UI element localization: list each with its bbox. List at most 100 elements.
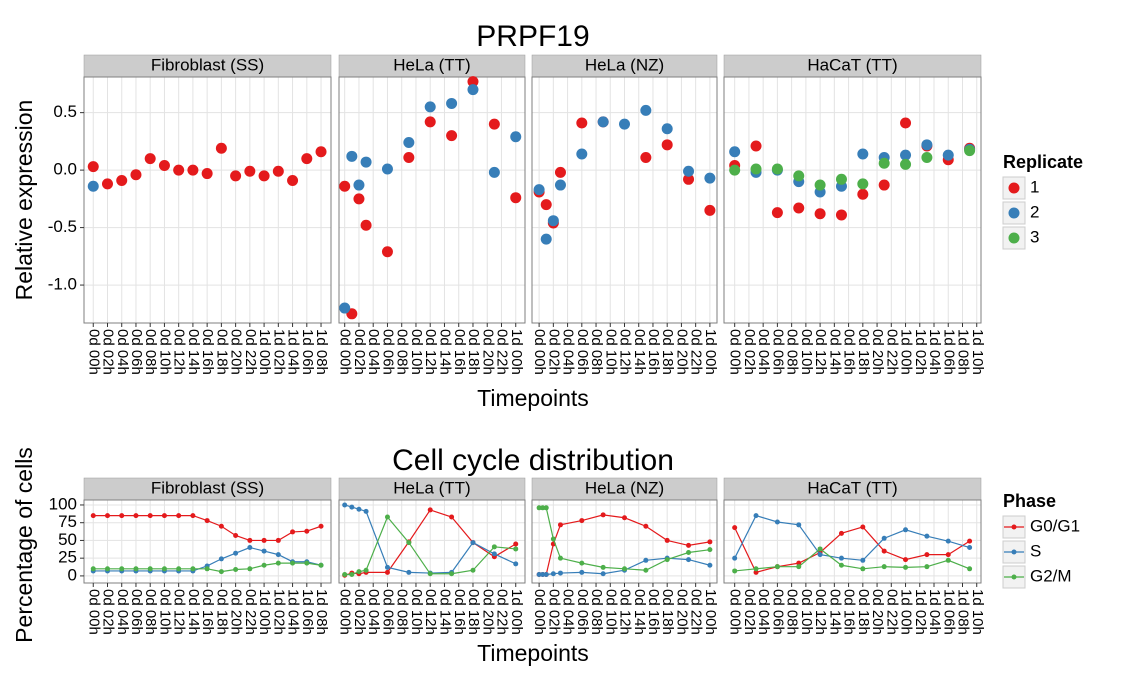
x-tick-label: 0d 22h bbox=[494, 589, 511, 635]
data-point bbox=[133, 566, 139, 572]
data-point bbox=[176, 513, 182, 519]
x-tick-label: 1d 08h bbox=[313, 589, 330, 635]
data-point bbox=[449, 571, 455, 577]
data-point bbox=[342, 502, 348, 508]
x-tick-label: 0d 04h bbox=[365, 329, 382, 375]
data-point bbox=[349, 571, 355, 577]
facet-title: HaCaT (TT) bbox=[807, 478, 897, 497]
data-point bbox=[315, 146, 327, 158]
data-point bbox=[540, 505, 546, 511]
data-point bbox=[467, 76, 479, 88]
data-point bbox=[600, 571, 606, 577]
data-point bbox=[903, 564, 909, 570]
data-point bbox=[513, 541, 519, 547]
x-tick-label: 0d 00h bbox=[727, 589, 744, 635]
x-tick-label: 0d 02h bbox=[741, 589, 758, 635]
legend-label: S bbox=[1030, 541, 1041, 560]
data-point bbox=[796, 522, 802, 528]
data-point bbox=[470, 540, 476, 546]
panel-border bbox=[338, 76, 526, 324]
x-tick-label: 0d 22h bbox=[688, 329, 705, 375]
x-tick-label: 0d 10h bbox=[798, 589, 815, 635]
facet-title: Fibroblast (SS) bbox=[151, 478, 264, 497]
data-point bbox=[860, 524, 866, 530]
data-point bbox=[753, 513, 759, 519]
x-tick-label: 1d 04h bbox=[285, 589, 302, 635]
x-axis-title: Timepoints bbox=[477, 385, 589, 411]
x-tick-label: 0d 04h bbox=[755, 329, 772, 375]
data-point bbox=[835, 209, 847, 221]
legend-title: Phase bbox=[1003, 491, 1056, 511]
y-tick-label: -1.0 bbox=[48, 275, 77, 294]
x-tick-label: 0d 16h bbox=[199, 589, 216, 635]
panel bbox=[339, 77, 525, 323]
data-point bbox=[600, 564, 606, 570]
x-tick-label: 0d 06h bbox=[574, 329, 591, 375]
data-point bbox=[857, 188, 869, 200]
data-point bbox=[661, 123, 673, 135]
x-tick-label: 0d 14h bbox=[826, 329, 843, 375]
legend-marker bbox=[1008, 207, 1020, 219]
data-point bbox=[381, 163, 393, 175]
x-tick-label: 1d 02h bbox=[912, 589, 929, 635]
data-point bbox=[510, 192, 522, 204]
data-point bbox=[900, 117, 912, 129]
x-tick-label: 0d 08h bbox=[394, 589, 411, 635]
x-tick-label: 0d 08h bbox=[394, 329, 411, 375]
x-tick-label: 0d 08h bbox=[588, 329, 605, 375]
x-tick-label: 0d 22h bbox=[242, 589, 259, 635]
x-tick-label: 0d 22h bbox=[883, 329, 900, 375]
data-point bbox=[857, 178, 869, 190]
x-tick-label: 1d 08h bbox=[955, 329, 972, 375]
data-point bbox=[349, 504, 355, 510]
data-point bbox=[488, 166, 500, 178]
x-tick-label: 0d 20h bbox=[673, 329, 690, 375]
legend-label: G0/G1 bbox=[1030, 516, 1080, 535]
legend-marker bbox=[1011, 574, 1017, 580]
data-point bbox=[903, 527, 909, 533]
data-point bbox=[750, 140, 762, 152]
x-tick-label: 1d 00h bbox=[508, 329, 525, 375]
data-point bbox=[161, 566, 167, 572]
x-tick-label: 0d 20h bbox=[479, 329, 496, 375]
data-point bbox=[406, 540, 412, 546]
data-point bbox=[533, 184, 545, 196]
data-point bbox=[686, 542, 692, 548]
y-tick-label: 0.5 bbox=[53, 102, 77, 121]
data-point bbox=[838, 562, 844, 568]
data-point bbox=[967, 545, 973, 551]
x-tick-label: 0d 16h bbox=[199, 329, 216, 375]
data-point bbox=[342, 571, 348, 577]
facet-title: HeLa (NZ) bbox=[585, 55, 664, 74]
x-tick-label: 0d 02h bbox=[545, 589, 562, 635]
data-point bbox=[729, 146, 741, 158]
data-point bbox=[147, 513, 153, 519]
data-point bbox=[796, 564, 802, 570]
data-point bbox=[513, 546, 519, 552]
data-point bbox=[543, 571, 549, 577]
x-tick-label: 0d 08h bbox=[784, 589, 801, 635]
x-tick-label: 0d 06h bbox=[379, 329, 396, 375]
data-point bbox=[732, 525, 738, 531]
data-point bbox=[275, 560, 281, 566]
data-point bbox=[732, 555, 738, 561]
panel-border bbox=[723, 76, 982, 324]
y-tick-label: 25 bbox=[58, 548, 77, 567]
x-tick-label: 0d 12h bbox=[812, 329, 829, 375]
x-tick-label: 0d 16h bbox=[645, 329, 662, 375]
x-tick-label: 0d 10h bbox=[408, 589, 425, 635]
x-tick-label: 0d 12h bbox=[812, 589, 829, 635]
data-point bbox=[579, 518, 585, 524]
series-line bbox=[734, 514, 970, 561]
data-point bbox=[774, 564, 780, 570]
x-tick-label: 0d 00h bbox=[85, 329, 102, 375]
x-tick-label: 0d 16h bbox=[451, 329, 468, 375]
x-tick-label: 0d 00h bbox=[337, 589, 354, 635]
x-axis-title: Timepoints bbox=[477, 640, 589, 666]
x-tick-label: 1d 06h bbox=[940, 589, 957, 635]
data-point bbox=[360, 156, 372, 168]
data-point bbox=[686, 557, 692, 563]
data-point bbox=[218, 556, 224, 562]
x-tick-label: 0d 02h bbox=[100, 329, 117, 375]
x-tick-label: 0d 00h bbox=[531, 329, 548, 375]
